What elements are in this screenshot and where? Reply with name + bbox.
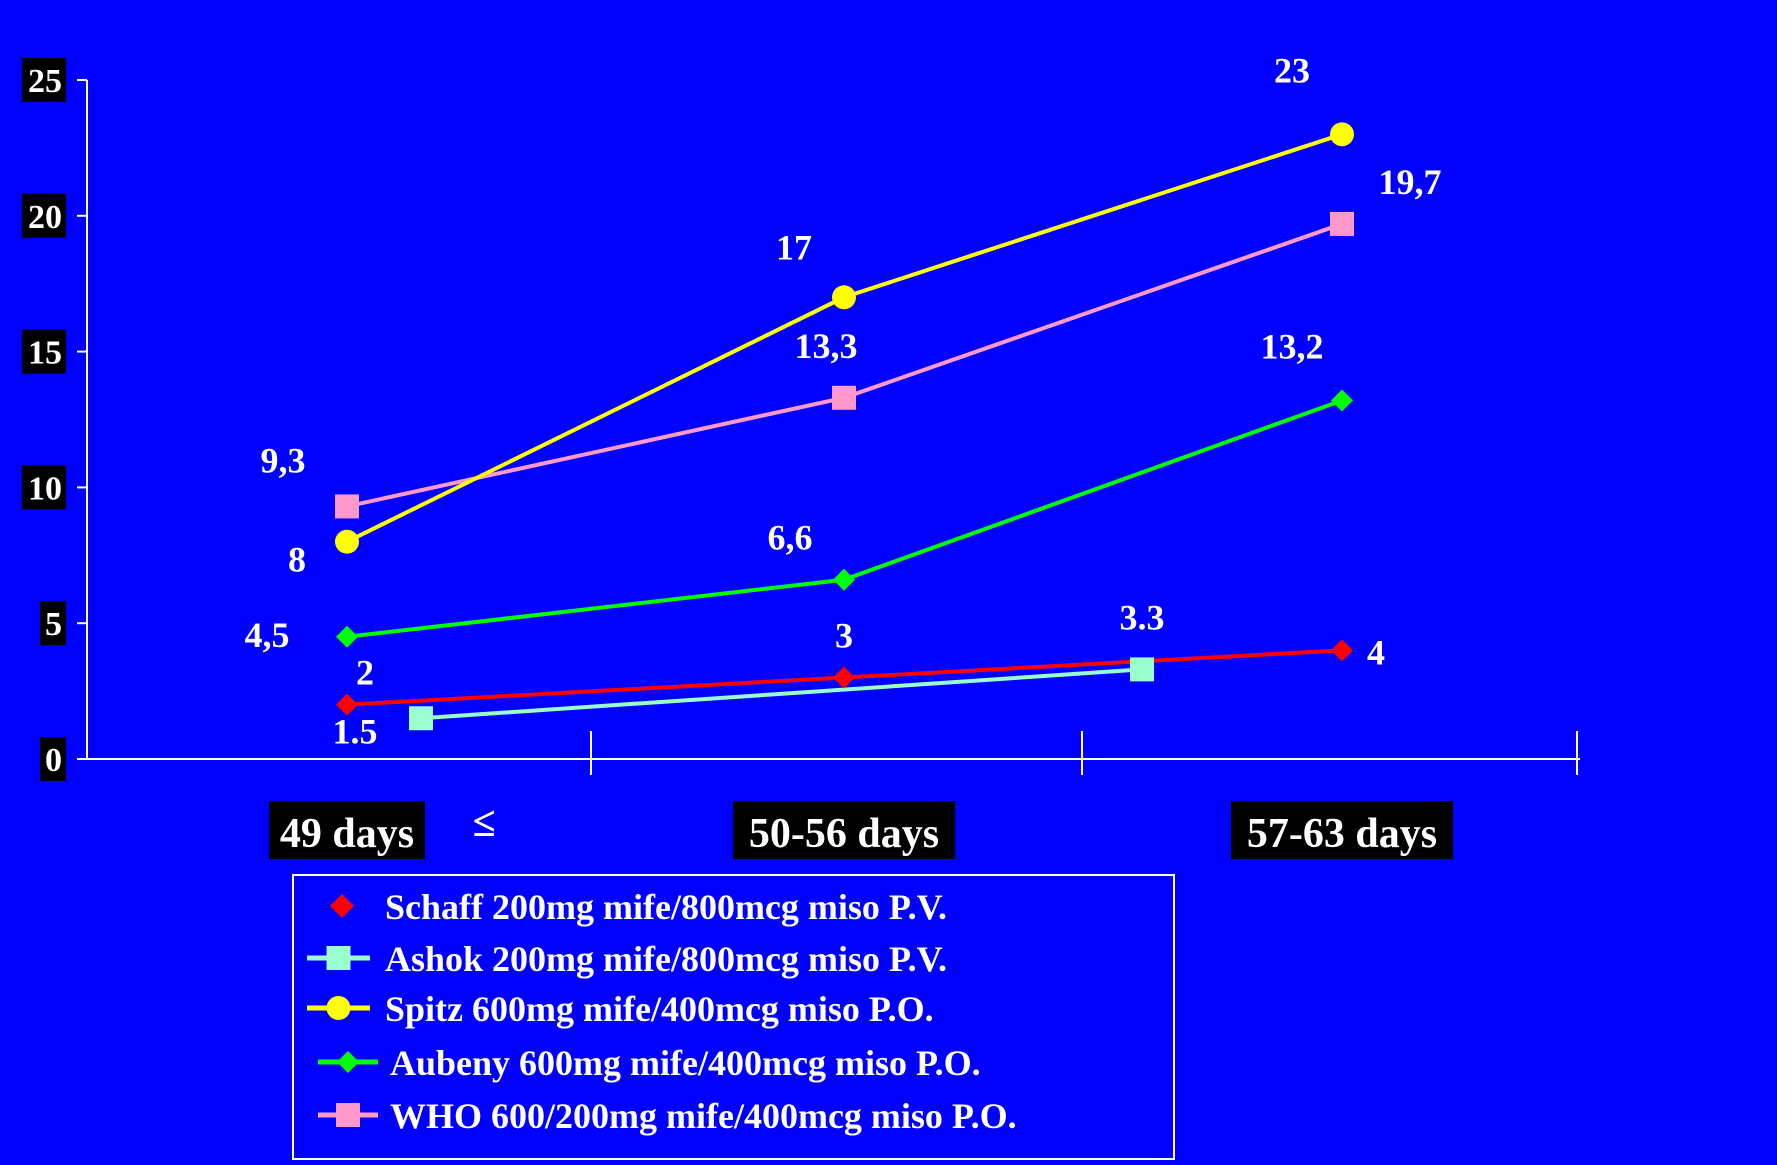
data-point-marker — [1331, 639, 1353, 662]
legend-marker — [326, 946, 351, 970]
data-label: 9,3 — [261, 440, 306, 480]
data-label: 13,3 — [795, 326, 858, 366]
data-point-marker — [335, 494, 359, 519]
y-tick-label: 25 — [28, 63, 62, 100]
data-point-marker — [833, 666, 855, 689]
y-tick-label-bg — [40, 737, 66, 781]
data-point-marker — [336, 693, 358, 716]
category-label-bg — [1231, 801, 1453, 859]
y-tick-label-bg — [40, 601, 66, 646]
legend-marker — [326, 996, 351, 1020]
y-tick-label-bg — [22, 329, 66, 374]
series-line — [346, 398, 1343, 639]
data-label: 2 — [356, 653, 374, 693]
data-label: 4 — [1367, 632, 1385, 672]
category-label-bg — [269, 801, 425, 859]
y-tick-label: 15 — [28, 335, 62, 372]
legend-box — [292, 874, 1175, 1160]
legend-label: WHO 600/200mg mife/400mcg miso P.O. — [390, 1096, 1017, 1136]
data-label: 3.3 — [1120, 597, 1165, 637]
data-label: 23 — [1274, 50, 1310, 90]
y-tick-label: 10 — [28, 470, 62, 507]
data-label: 19,7 — [1379, 162, 1442, 202]
legend-label: Schaff 200mg mife/800mcg miso P.V. — [385, 887, 947, 927]
y-axis-ticks: 0 5 10 15 20 25 — [22, 58, 87, 781]
data-point-marker — [335, 529, 359, 554]
data-point-marker — [832, 385, 856, 410]
legend-label: Spitz 600mg mife/400mcg miso P.O. — [385, 989, 934, 1029]
data-label: 8 — [288, 540, 306, 580]
data-point-marker — [1330, 122, 1354, 147]
y-tick-label: 20 — [28, 199, 62, 236]
data-point-marker — [832, 285, 856, 310]
data-point-marker — [336, 625, 358, 648]
data-point-marker — [1331, 389, 1353, 412]
series-line — [420, 667, 1143, 721]
legend-marker — [337, 1051, 359, 1073]
data-point-marker — [1130, 657, 1154, 682]
category-label-bg — [733, 801, 955, 859]
legend: Schaff 200mg mife/800mcg miso P.V. Ashok … — [292, 874, 1175, 1160]
data-label: 4,5 — [245, 615, 290, 655]
category-label: 49 days — [280, 811, 414, 857]
legend-label: Aubeny 600mg mife/400mcg miso P.O. — [390, 1043, 981, 1083]
y-tick-label-bg — [22, 193, 66, 238]
category-prefix-symbol: ≤ — [472, 800, 495, 846]
data-label: 3 — [835, 616, 853, 656]
legend-label: Ashok 200mg mife/800mcg miso P.V. — [385, 939, 947, 979]
data-point-marker — [409, 706, 433, 731]
y-tick-label: 0 — [45, 742, 62, 779]
category-label: 50-56 days — [749, 811, 939, 857]
data-label: 1.5 — [333, 711, 378, 751]
data-label: 6,6 — [768, 518, 813, 558]
y-tick-label-bg — [22, 58, 66, 102]
x-axis-categories: 49 days 50-56 days 57-63 days ≤ — [269, 800, 1453, 859]
legend-marker — [336, 1103, 360, 1127]
series-markers — [335, 122, 1354, 731]
data-point-marker — [833, 568, 855, 591]
category-label: 57-63 days — [1247, 811, 1437, 857]
y-tick-label: 5 — [45, 606, 62, 643]
legend-marker — [330, 894, 354, 918]
y-tick-label-bg — [22, 465, 66, 510]
data-label: 17 — [776, 227, 812, 267]
axes — [86, 80, 1580, 775]
data-point-marker — [1330, 211, 1354, 236]
data-label: 13,2 — [1261, 326, 1324, 366]
